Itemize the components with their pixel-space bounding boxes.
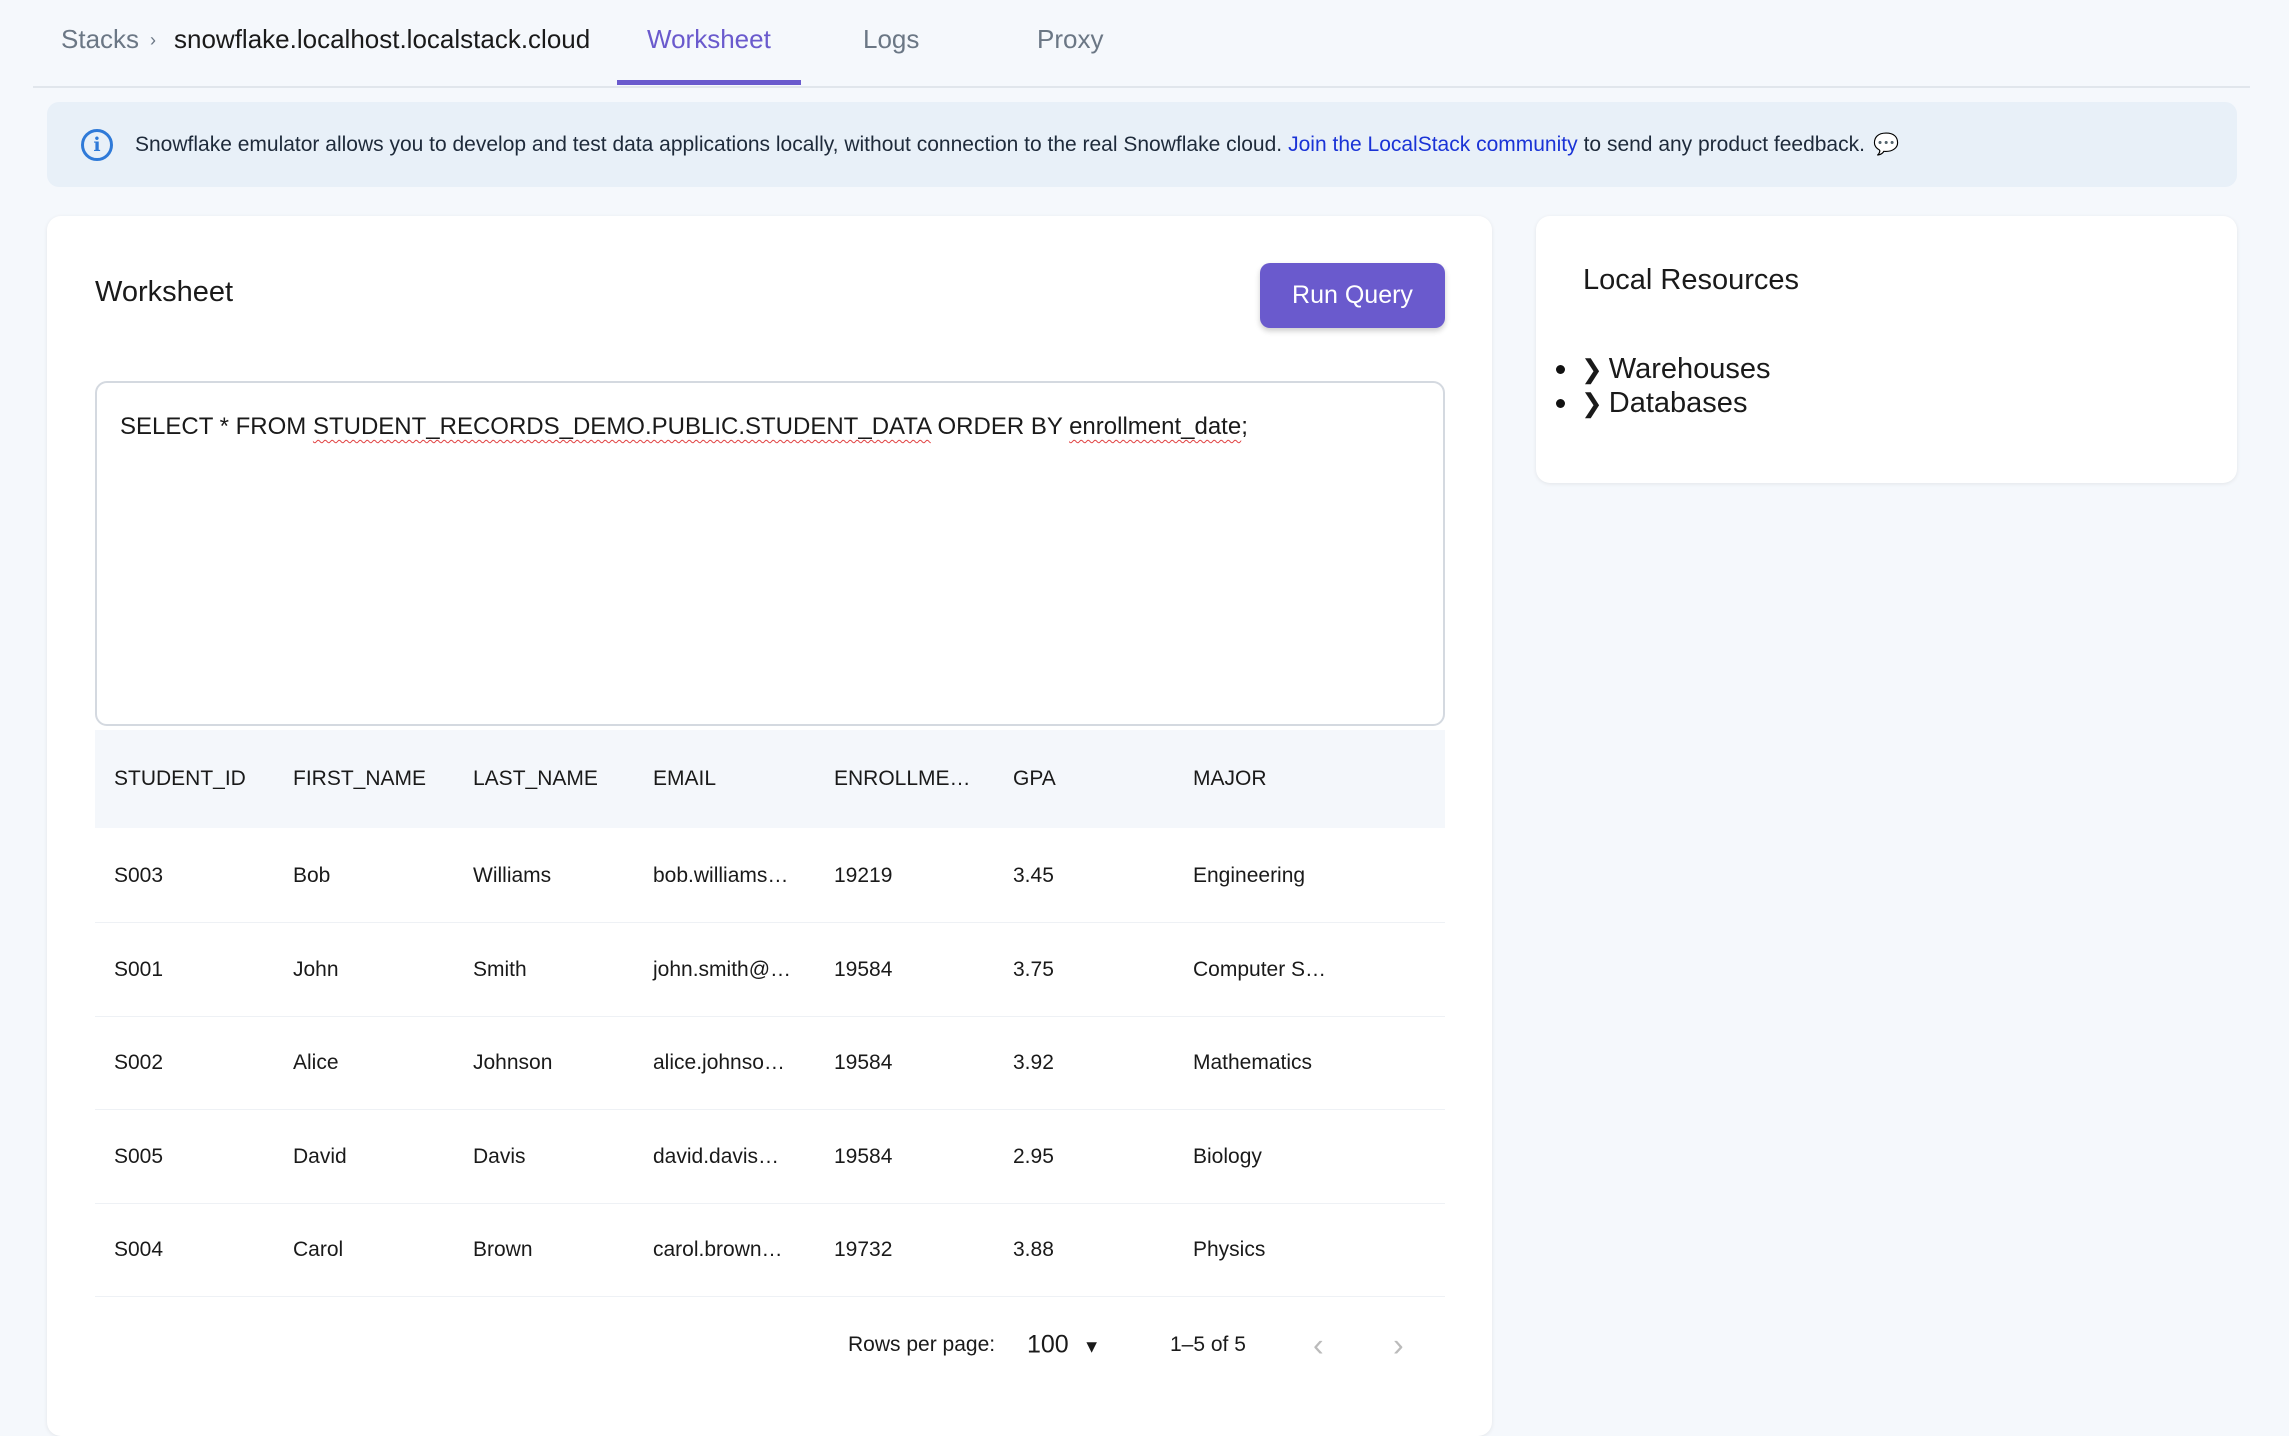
chevron-right-icon: ❯ xyxy=(1581,388,1603,418)
local-resources-card xyxy=(1536,216,2237,483)
table-cell: david.davis… xyxy=(653,1144,780,1168)
column-header[interactable]: MAJOR xyxy=(1193,767,1267,790)
info-banner: i Snowflake emulator allows you to devel… xyxy=(47,102,2237,187)
banner-text: Snowflake emulator allows you to develop… xyxy=(135,132,1283,156)
table-cell: Computer S… xyxy=(1193,957,1327,981)
row-divider xyxy=(95,1296,1445,1297)
table-cell: Davis xyxy=(473,1144,526,1168)
query-table: STUDENT_RECORDS_DEMO.PUBLIC.STUDENT_DATA xyxy=(312,413,931,440)
rows-per-page-value: 100 xyxy=(1027,1330,1069,1359)
run-query-button[interactable]: Run Query xyxy=(1260,263,1445,328)
chat-bubble-icon: 💬 xyxy=(1872,132,1900,156)
dropdown-arrow-icon: ▼ xyxy=(1082,1336,1101,1357)
query-editor[interactable]: SELECT * FROM STUDENT_RECORDS_DEMO.PUBLI… xyxy=(95,381,1445,726)
info-icon: i xyxy=(81,128,113,161)
table-cell: Physics xyxy=(1193,1238,1266,1261)
column-header[interactable]: STUDENT_ID xyxy=(114,767,246,790)
table-header xyxy=(95,730,1445,828)
row-divider xyxy=(95,922,1445,923)
worksheet-title: Worksheet xyxy=(95,276,234,308)
table-cell: S001 xyxy=(114,957,164,981)
table-cell: 3.92 xyxy=(1013,1051,1054,1074)
community-link[interactable]: Join the LocalStack community xyxy=(1288,132,1578,156)
resource-databases[interactable]: ❯ Databases xyxy=(1556,387,1747,420)
banner-suffix: to send any product feedback. xyxy=(1583,132,1865,156)
table-cell: john.smith@… xyxy=(653,957,792,981)
column-header[interactable]: FIRST_NAME xyxy=(293,767,427,790)
table-cell: 3.45 xyxy=(1013,864,1054,887)
rows-per-page-select[interactable]: 100 ▼ xyxy=(1027,1331,1101,1360)
table-cell: John xyxy=(293,957,339,981)
local-resources-title: Local Resources xyxy=(1583,264,1799,296)
table-cell: Engineering xyxy=(1193,864,1306,887)
table-cell: Williams xyxy=(473,864,552,887)
resource-warehouses[interactable]: ❯ Warehouses xyxy=(1556,353,1771,386)
table-cell: S004 xyxy=(114,1238,164,1261)
tab-worksheet[interactable]: Worksheet xyxy=(647,24,771,54)
table-cell: carol.brown… xyxy=(653,1238,783,1261)
bullet xyxy=(1556,399,1565,408)
table-cell: 19584 xyxy=(834,1144,893,1168)
query-text-2: ORDER BY xyxy=(930,413,1070,440)
breadcrumb-stacks[interactable]: Stacks xyxy=(61,24,140,54)
row-divider xyxy=(95,1109,1445,1110)
prev-page-icon[interactable]: ‹ xyxy=(1313,1326,1324,1363)
table-cell: alice.johnso… xyxy=(653,1051,785,1074)
table-cell: Johnson xyxy=(473,1051,553,1074)
table-cell: 3.75 xyxy=(1013,957,1054,981)
table-cell: Smith xyxy=(473,957,527,981)
table-cell: 2.95 xyxy=(1013,1144,1054,1168)
table-cell: 19732 xyxy=(834,1238,893,1261)
column-header[interactable]: ENROLLME… xyxy=(834,767,971,790)
table-cell: Brown xyxy=(473,1238,533,1261)
table-cell: 19584 xyxy=(834,957,893,981)
table-cell: Biology xyxy=(1193,1144,1262,1168)
table-cell: Alice xyxy=(293,1051,339,1074)
row-divider xyxy=(95,1015,1445,1017)
table-cell: David xyxy=(293,1144,347,1168)
breadcrumb-current: snowflake.localhost.localstack.cloud xyxy=(174,24,591,54)
tab-logs[interactable]: Logs xyxy=(863,24,920,54)
rows-per-page-label: Rows per page: xyxy=(848,1333,996,1356)
active-tab-indicator xyxy=(617,80,801,85)
resource-label: Warehouses xyxy=(1608,353,1771,385)
pagination-range: 1–5 of 5 xyxy=(1170,1333,1246,1356)
column-header[interactable]: GPA xyxy=(1013,767,1056,790)
table-cell: Carol xyxy=(293,1238,344,1261)
table-cell: S002 xyxy=(114,1051,164,1074)
resource-label: Databases xyxy=(1608,387,1748,419)
chevron-right-icon: ❯ xyxy=(1581,354,1603,384)
query-text-3: ; xyxy=(1241,413,1248,440)
column-header[interactable]: EMAIL xyxy=(653,767,717,790)
row-divider xyxy=(95,1202,1445,1204)
query-column: enrollment_date xyxy=(1069,413,1242,440)
breadcrumb-separator: › xyxy=(150,30,156,50)
table-cell: 19584 xyxy=(834,1051,893,1074)
next-page-icon[interactable]: › xyxy=(1393,1326,1404,1363)
table-cell: bob.williams… xyxy=(653,864,789,887)
column-header[interactable]: LAST_NAME xyxy=(473,767,598,790)
bullet xyxy=(1556,365,1565,374)
query-text-1: SELECT * FROM xyxy=(120,413,313,440)
table-cell: S005 xyxy=(114,1144,164,1168)
table-cell: 3.88 xyxy=(1013,1238,1054,1261)
table-cell: 19219 xyxy=(834,864,893,887)
table-cell: Mathematics xyxy=(1193,1051,1313,1074)
table-cell: S003 xyxy=(114,864,164,887)
divider xyxy=(33,86,2250,88)
table-cell: Bob xyxy=(293,864,331,887)
tab-proxy[interactable]: Proxy xyxy=(1037,24,1104,54)
